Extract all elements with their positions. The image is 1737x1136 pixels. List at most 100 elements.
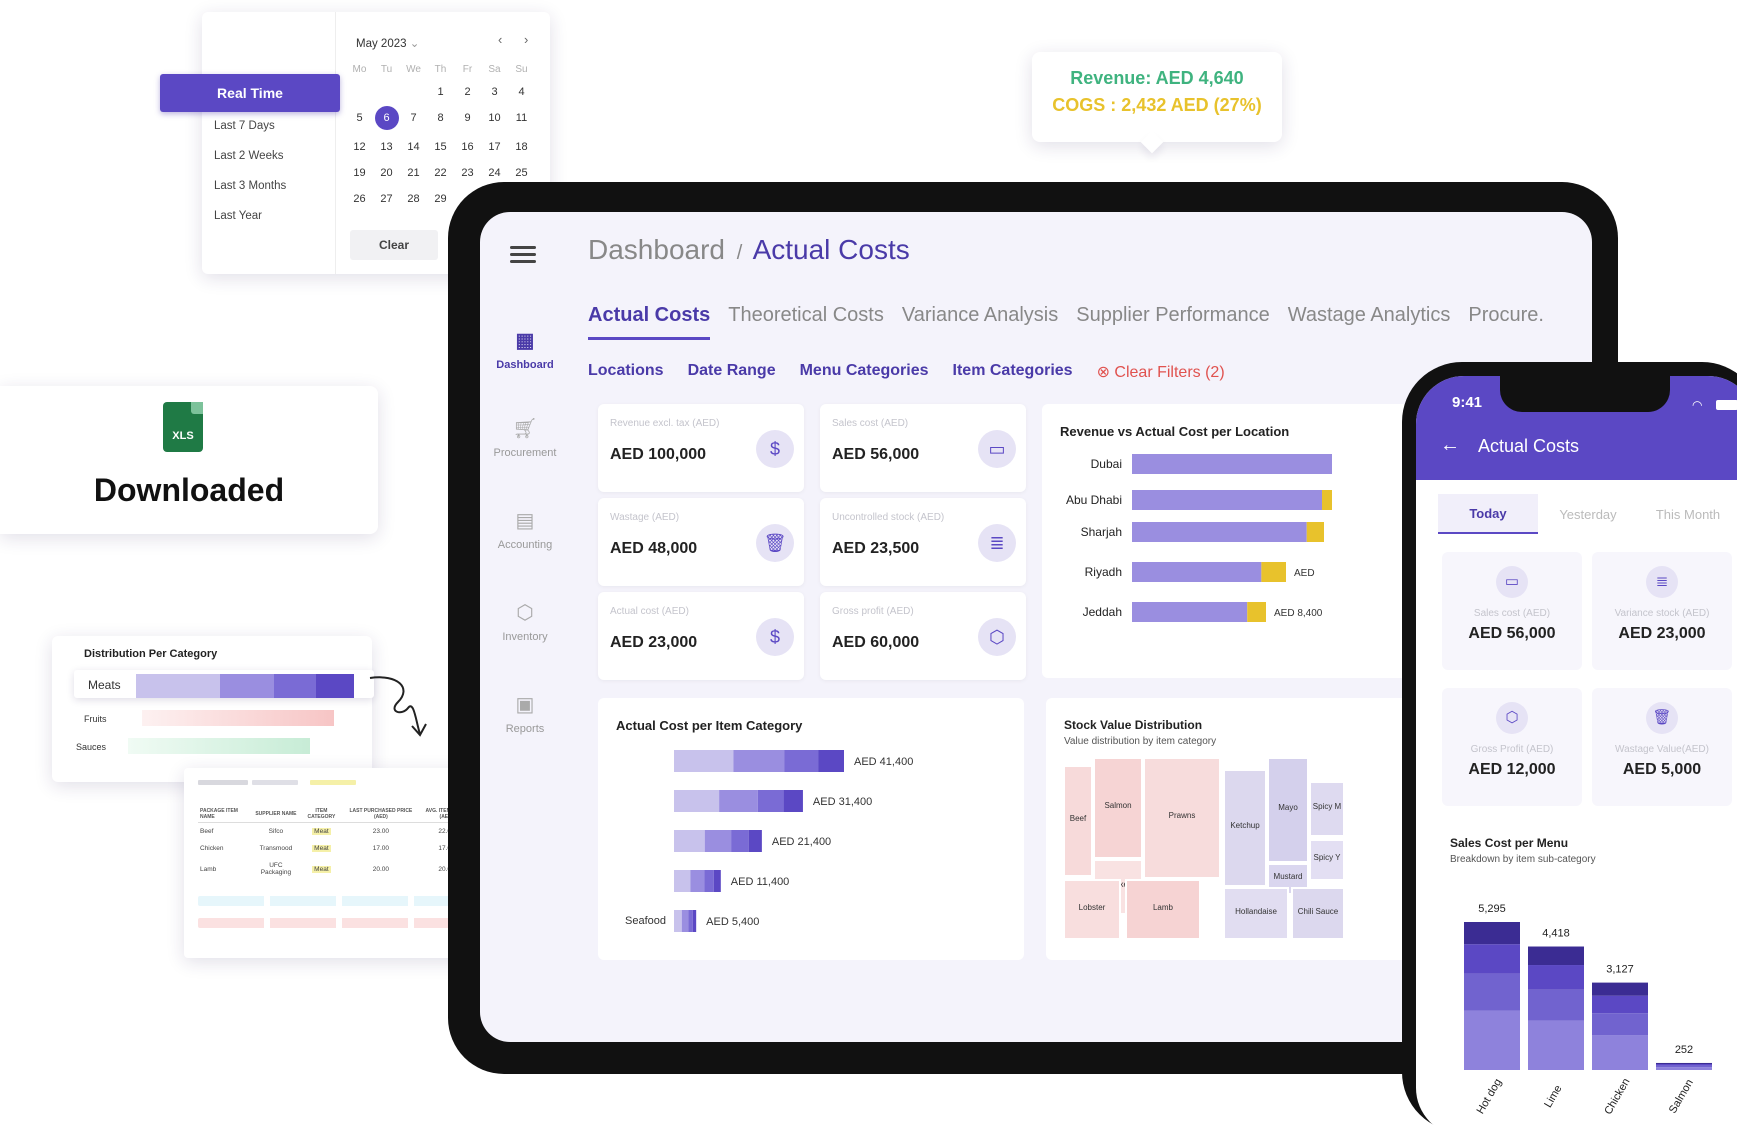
cost-bar [1261,562,1286,582]
cell-text: Beef [200,828,214,835]
preset-last-3-months[interactable]: Last 3 Months [214,180,287,192]
sheet-filter-chip [252,780,298,785]
breadcrumb-root[interactable]: Dashboard [588,234,725,265]
filter-locations[interactable]: Locations [588,362,664,379]
calendar-day[interactable]: 8 [437,112,444,124]
calendar-day[interactable]: 21 [407,167,420,179]
cell-text: 23.00 [372,828,390,835]
treemap-label: Salmon [1104,801,1131,810]
calendar-day[interactable]: 18 [515,141,528,153]
sidebar-item-inventory[interactable]: ⬡ Inventory [488,600,562,643]
chart-subtitle: Value distribution by item category [1064,736,1217,747]
kpi-label: Gross profit (AED) [832,606,914,617]
kpi-value: AED 100,000 [610,446,707,463]
tab-yesterday[interactable]: Yesterday [1559,506,1617,522]
month-select[interactable]: May 2023 ⌄ [356,36,419,50]
back-arrow-icon[interactable]: ← [1440,434,1460,456]
tab-today[interactable]: Today [1438,494,1538,534]
tab-variance-analysis[interactable]: Variance Analysis [901,304,1059,326]
item-category-chart: AED 41,400 AED 31,400 AED 21,400 AED 11,400… [625,750,913,932]
calendar-day[interactable]: 5 [356,112,363,124]
prev-month-icon[interactable]: ‹ [498,32,503,47]
tab-supplier-performance[interactable]: Supplier Performance [1076,304,1270,326]
tablet-device: Dashboard / Actual Costs Actual Costs Th… [448,182,1618,1074]
calendar-day[interactable]: 4 [518,86,525,98]
kpi-value: AED 56,000 [1468,625,1556,642]
calendar-day[interactable]: 24 [488,167,501,179]
tab-actual-costs[interactable]: Actual Costs [588,304,711,340]
calendar-day[interactable]: 11 [515,112,528,124]
bar-segment [733,750,785,772]
next-month-icon[interactable]: › [524,32,529,47]
tab-procurement[interactable]: Procure. [1468,304,1544,326]
calendar-day[interactable]: 22 [434,167,447,179]
bar-segment [1528,1020,1584,1070]
sidebar-item-accounting[interactable]: ▤ Accounting [488,508,562,551]
dist-label-fruits: Fruits [84,714,107,724]
calendar-day[interactable]: 25 [515,167,528,179]
tab-theoretical-costs[interactable]: Theoretical Costs [728,304,884,326]
bar-segment [1592,995,1648,1014]
clear-filters-button[interactable]: ⊗ Clear Filters (2) [1096,364,1225,381]
treemap-tile [1064,765,1093,877]
calendar-day[interactable]: 2 [464,86,471,98]
location-label: Abu Dhabi [1066,493,1122,507]
chart-title: Revenue vs Actual Cost per Location [1060,424,1290,439]
treemap-tile [1093,758,1143,859]
treemap-label: Ketchup [1230,821,1260,830]
sidebar-item-procurement[interactable]: 🛒︎ Procurement [488,416,562,459]
calendar-day[interactable]: 13 [380,141,393,153]
calendar-day[interactable]: 16 [461,141,474,153]
tab-wastage-analytics[interactable]: Wastage Analytics [1287,304,1451,326]
menu-icon[interactable] [510,246,536,264]
table-cell: 20.00 [419,857,475,881]
calendar-day[interactable]: 14 [407,141,420,153]
revenue-bar [1132,562,1262,582]
calendar-day[interactable]: 17 [488,141,501,153]
filter-item-categories[interactable]: Item Categories [952,362,1073,379]
calendar-day[interactable]: 9 [464,112,471,124]
calendar-day[interactable]: 3 [491,86,498,98]
calendar-day[interactable]: 1 [437,86,444,98]
bar-segment [704,870,714,892]
calendar-day[interactable]: 12 [353,141,366,153]
sidebar-label: Dashboard [496,359,554,371]
sidebar-item-dashboard[interactable]: ▦ Dashboard [488,328,562,371]
calendar-day[interactable]: 20 [380,167,393,179]
sidebar-item-reports[interactable]: ▣ Reports [488,692,562,735]
phone-period-tabs: Today Yesterday This Month [1438,494,1737,534]
bar-segment [674,750,734,772]
revenue-bar [1132,522,1307,542]
table-cell: 17.00 [343,840,419,857]
calendar-day[interactable]: 10 [488,112,501,124]
chart-title: Stock Value Distribution [1064,718,1203,732]
calendar-day[interactable]: 28 [407,193,420,205]
meats-bar-seg-1 [136,674,220,698]
revenue-bar [1132,490,1322,510]
preset-last-2-weeks[interactable]: Last 2 Weeks [214,150,284,162]
bar-segment [1592,1013,1648,1036]
dist-label-meats: Meats [88,678,121,692]
curly-arrow-icon [369,676,427,737]
calendar-day[interactable]: 19 [353,167,366,179]
calendar-day[interactable]: 6 [374,106,399,130]
preset-real-time[interactable]: Real Time [160,74,340,112]
calendar-day[interactable]: 27 [380,193,393,205]
month-label: May 2023 [356,38,407,50]
calendar-day[interactable]: 7 [410,112,417,124]
calendar-day[interactable]: 23 [461,167,474,179]
filter-menu-categories[interactable]: Menu Categories [799,362,929,379]
preset-last-7-days[interactable]: Last 7 Days [214,120,275,132]
treemap-label: Chili Sauce [1298,907,1339,916]
preset-last-year[interactable]: Last Year [214,210,262,222]
filter-date-range[interactable]: Date Range [687,362,776,379]
clear-button[interactable]: Clear [350,230,438,260]
tab-this-month[interactable]: This Month [1655,506,1721,522]
calendar-day[interactable]: 15 [434,141,447,153]
bar-segment [1464,1010,1520,1070]
cell-text: 22.00 [438,828,455,835]
calendar-day[interactable]: 26 [353,193,366,205]
revenue-tooltip: Revenue: AED 4,640 COGS : 2,432 AED (27%… [1032,52,1282,154]
sidebar-label: Inventory [502,631,548,643]
calendar-day[interactable]: 29 [434,193,447,205]
